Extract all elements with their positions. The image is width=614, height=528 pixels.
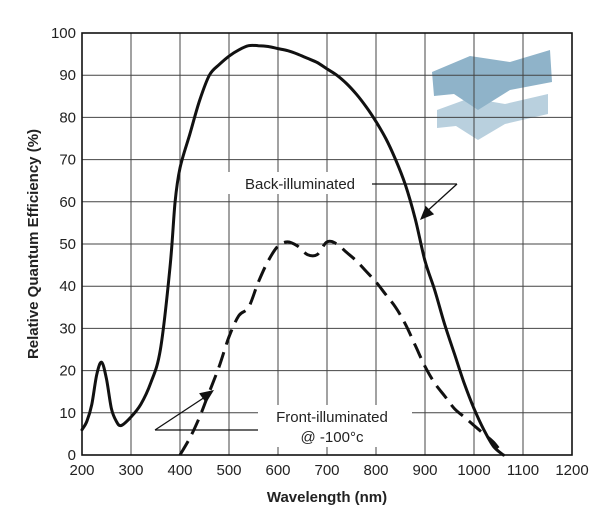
- annotation-lines: [154, 183, 458, 431]
- front-illuminated-label-line2: @ -100°c: [301, 429, 364, 446]
- y-tick-label: 10: [59, 405, 76, 422]
- y-tick-label: 90: [59, 67, 76, 84]
- x-tick-label: 600: [265, 462, 290, 479]
- x-tick-label: 1100: [507, 462, 539, 479]
- y-tick-label: 0: [68, 447, 76, 464]
- front-label-bg: [258, 405, 412, 447]
- x-axis-label: Wavelength (nm): [267, 489, 387, 506]
- x-tick-label: 500: [216, 462, 241, 479]
- x-tick-label: 400: [167, 462, 192, 479]
- y-tick-label: 40: [59, 278, 76, 295]
- x-tick-label: 700: [314, 462, 339, 479]
- x-tick-label: 800: [363, 462, 388, 479]
- front-leader-arrow: [199, 390, 214, 403]
- x-tick-labels: 200 300 400 500 600 700 800 900 1000 1100 1200: [69, 462, 588, 479]
- y-axis-label: Relative Quantum Efficiency (%): [25, 129, 42, 359]
- back-illuminated-label: Back-illuminated: [245, 176, 355, 193]
- y-tick-label: 100: [51, 25, 76, 42]
- y-tick-label: 30: [59, 320, 76, 337]
- y-tick-label: 70: [59, 152, 76, 169]
- x-tick-label: 1200: [555, 462, 588, 479]
- back-label-bg: [228, 172, 372, 194]
- front-leader-line: [154, 396, 206, 431]
- back-leader-line: [423, 183, 458, 215]
- curves: [80, 43, 505, 457]
- x-tick-label: 200: [69, 462, 94, 479]
- y-tick-label: 60: [59, 194, 76, 211]
- y-tick-label: 20: [59, 363, 76, 380]
- y-tick-label: 80: [59, 109, 76, 126]
- y-tick-label: 50: [59, 236, 76, 253]
- front-illuminated-label-line1: Front-illuminated: [276, 409, 388, 426]
- back-illuminated-curve: [80, 43, 505, 457]
- x-tick-label: 300: [118, 462, 143, 479]
- back-leader-arrow: [420, 205, 435, 220]
- x-tick-label: 900: [412, 462, 437, 479]
- y-tick-labels: 0 10 20 30 40 50 60 70 80 90 100: [51, 25, 76, 464]
- x-tick-label: 1000: [457, 462, 490, 479]
- plot-frame: [81, 32, 573, 456]
